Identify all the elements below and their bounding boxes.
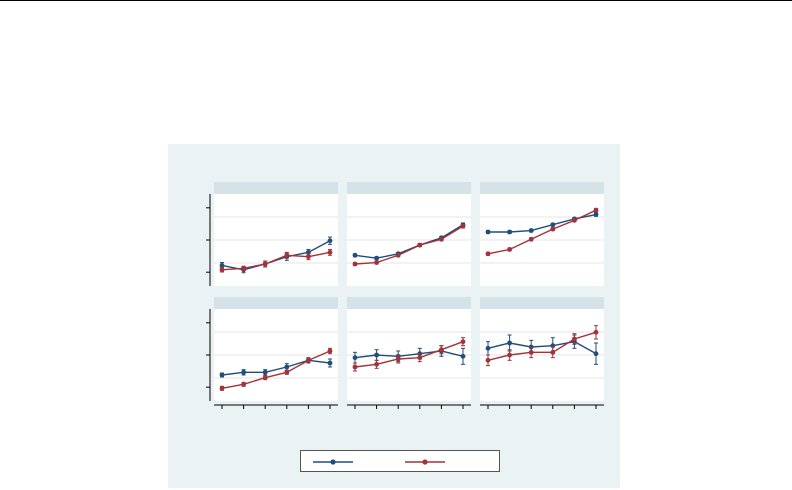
legend-key-marker-2 (422, 459, 428, 465)
panel-5 (347, 297, 471, 409)
data-point (528, 349, 534, 355)
panel-4 (206, 297, 338, 409)
data-point (485, 357, 491, 363)
data-point (306, 357, 311, 363)
data-point (460, 223, 466, 229)
panel-strip (347, 297, 471, 309)
legend-key-marker-1 (330, 459, 336, 465)
series-line-1 (221, 359, 331, 376)
data-point (219, 267, 225, 273)
series-line-1 (354, 350, 464, 359)
data-point (593, 212, 599, 217)
series-line-2 (221, 350, 331, 390)
data-point (374, 255, 379, 261)
data-point (507, 352, 512, 358)
data-point (327, 348, 333, 354)
data-point (327, 249, 333, 255)
data-point (460, 353, 466, 359)
series-line-2 (487, 331, 597, 362)
panel-1 (206, 182, 338, 286)
panel-strip (480, 297, 604, 309)
data-point (528, 236, 534, 242)
panel-strip (214, 182, 338, 194)
data-point (485, 251, 491, 257)
data-point (593, 329, 599, 335)
data-point (507, 340, 512, 346)
data-point (485, 229, 491, 235)
data-point (352, 252, 358, 258)
figure-background (168, 144, 620, 488)
series-line-2 (221, 251, 331, 271)
data-point (219, 263, 225, 268)
panel-strip (347, 182, 471, 194)
data-point (528, 228, 534, 233)
panel-2 (347, 182, 471, 286)
data-point (262, 261, 268, 267)
data-point (374, 352, 379, 358)
panel-6 (480, 297, 604, 409)
data-point (593, 351, 599, 357)
data-point (550, 349, 556, 355)
series-line-2 (487, 209, 597, 255)
series-line-2 (354, 341, 464, 368)
data-point (439, 347, 444, 353)
data-point (417, 355, 423, 361)
data-point (284, 364, 290, 370)
data-point (507, 247, 512, 252)
data-point (593, 207, 599, 213)
data-point (241, 265, 246, 271)
data-point (284, 369, 290, 375)
data-point (219, 372, 225, 378)
data-point (262, 369, 268, 375)
data-point (374, 260, 379, 265)
top-rule (0, 0, 792, 1)
series-line-2 (354, 225, 464, 265)
data-point (352, 364, 358, 370)
data-point (352, 261, 358, 267)
data-point (572, 217, 577, 223)
data-point (507, 229, 512, 235)
data-point (395, 252, 401, 258)
panel-strip (214, 297, 338, 309)
data-point (241, 381, 246, 387)
panel-3 (480, 182, 604, 286)
legend (300, 450, 500, 472)
panel-strip (480, 182, 604, 194)
data-point (460, 339, 466, 345)
data-point (327, 238, 333, 244)
data-point (327, 360, 333, 366)
data-point (241, 369, 246, 375)
data-point (352, 355, 358, 361)
panel-grid-chart (206, 182, 604, 409)
data-point (550, 222, 556, 228)
data-point (374, 361, 379, 367)
data-point (572, 336, 577, 342)
data-point (439, 236, 444, 242)
data-point (550, 226, 556, 232)
data-point (262, 375, 268, 381)
data-point (306, 254, 311, 260)
data-point (485, 345, 491, 351)
data-point (395, 356, 401, 362)
data-point (417, 242, 423, 248)
data-point (284, 252, 290, 258)
data-point (219, 385, 225, 391)
series-line-1 (487, 340, 597, 355)
